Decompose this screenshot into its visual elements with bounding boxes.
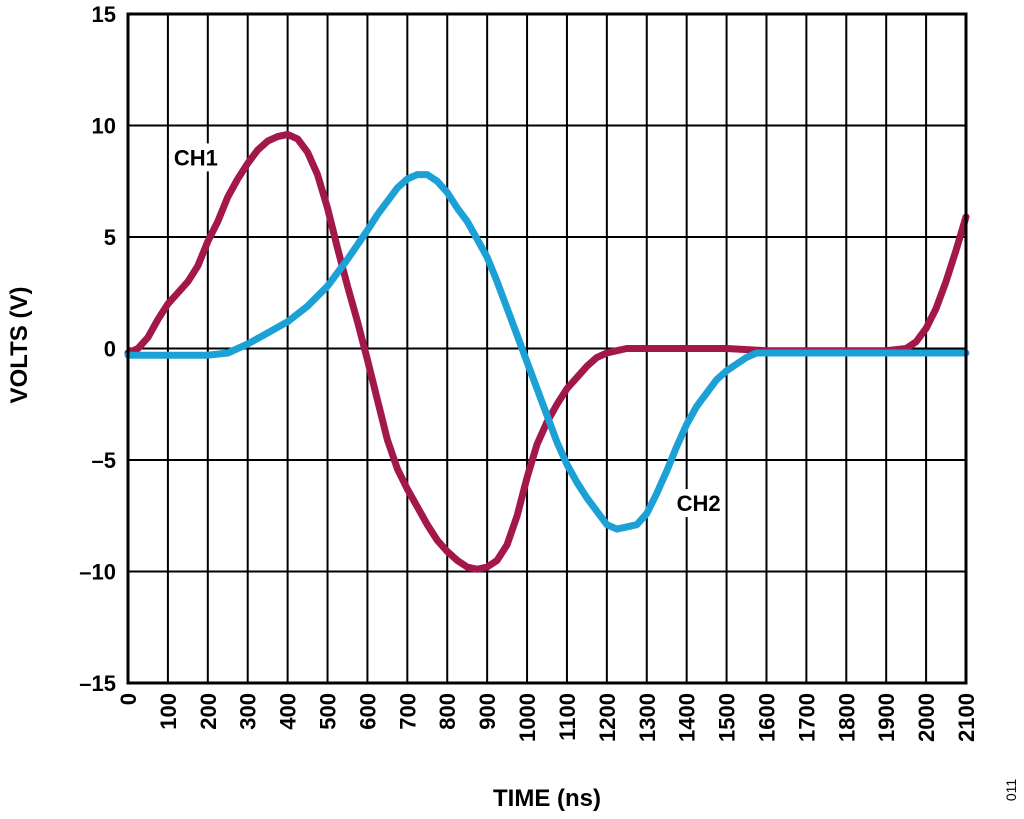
x-tick-label: 1400 bbox=[675, 693, 700, 742]
y-tick-label: 5 bbox=[104, 225, 116, 250]
y-tick-labels: 15 10 5 0 –5 –10 –15 bbox=[79, 2, 116, 696]
y-tick-label: –15 bbox=[79, 671, 116, 696]
x-tick-label: 100 bbox=[156, 693, 181, 730]
x-tick-label: 1800 bbox=[834, 693, 859, 742]
annotation-bg bbox=[170, 143, 222, 172]
x-tick-label: 0 bbox=[116, 693, 141, 705]
x-tick-label: 1100 bbox=[555, 693, 580, 741]
x-tick-label: 200 bbox=[196, 693, 221, 730]
x-tick-label: 1700 bbox=[794, 693, 819, 742]
figure-id: 011 bbox=[1003, 779, 1019, 802]
x-tick-label: 1200 bbox=[595, 693, 620, 742]
series-line-ch2 bbox=[124, 171, 970, 533]
x-tick-label: 2100 bbox=[954, 693, 979, 742]
x-tick-label: 400 bbox=[276, 693, 301, 730]
x-tick-labels: 0 100 200 300 400 500 600 700 800 900 1000 1100 1200… bbox=[116, 693, 979, 742]
annotation-ch2: CH2 bbox=[677, 491, 721, 516]
x-tick-label: 600 bbox=[355, 693, 380, 730]
x-tick-label: 1000 bbox=[515, 693, 540, 742]
y-tick-label: –10 bbox=[79, 560, 116, 585]
series-line-ch1 bbox=[124, 130, 970, 573]
annotation-bg bbox=[673, 489, 725, 518]
x-axis-title: TIME (ns) bbox=[493, 785, 601, 812]
x-tick-label: 900 bbox=[475, 693, 500, 730]
x-tick-label: 300 bbox=[236, 693, 261, 730]
x-tick-label: 1300 bbox=[635, 693, 660, 742]
y-tick-label: 15 bbox=[92, 2, 116, 27]
y-tick-label: 0 bbox=[104, 337, 116, 362]
x-tick-label: 2000 bbox=[914, 693, 939, 742]
y-tick-label: 10 bbox=[92, 114, 116, 139]
annotation-ch1: CH1 bbox=[174, 145, 218, 170]
x-tick-label: 700 bbox=[395, 693, 420, 730]
series-layer bbox=[124, 130, 970, 573]
x-tick-label: 1500 bbox=[715, 693, 740, 742]
y-axis-title: VOLTS (V) bbox=[6, 287, 33, 404]
annotations: CH1 CH2 bbox=[170, 143, 725, 518]
x-tick-label: 500 bbox=[316, 693, 341, 730]
x-tick-label: 1600 bbox=[754, 693, 779, 742]
plot-frame bbox=[126, 12, 968, 685]
x-tick-label: 1900 bbox=[874, 693, 899, 742]
x-tick-label: 800 bbox=[435, 693, 460, 730]
y-tick-label: –5 bbox=[92, 448, 116, 473]
